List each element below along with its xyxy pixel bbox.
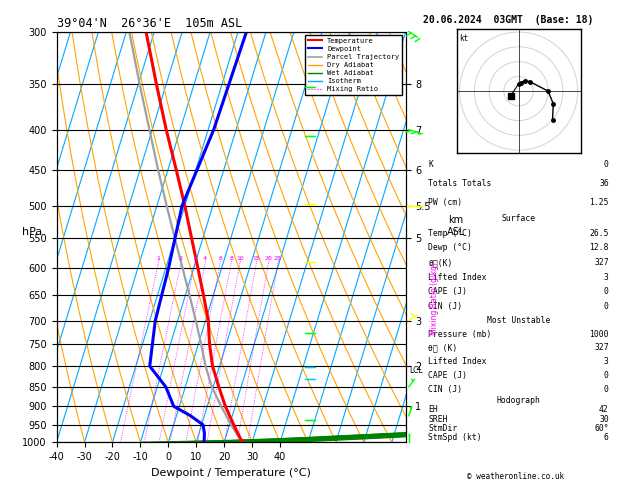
Text: EH: EH [428, 405, 438, 415]
Text: 25: 25 [274, 257, 282, 261]
Text: θᴇ (K): θᴇ (K) [428, 344, 458, 352]
Text: 0: 0 [604, 302, 609, 311]
Text: 15: 15 [252, 257, 260, 261]
Text: 26.5: 26.5 [589, 229, 609, 238]
Text: Lifted Index: Lifted Index [428, 273, 487, 281]
Text: PW (cm): PW (cm) [428, 198, 462, 207]
Text: Mixing Ratio (g/kg): Mixing Ratio (g/kg) [430, 262, 438, 335]
Y-axis label: km
ASL: km ASL [447, 215, 465, 237]
Legend: Temperature, Dewpoint, Parcel Trajectory, Dry Adiabat, Wet Adiabat, Isotherm, Mi: Temperature, Dewpoint, Parcel Trajectory… [305, 35, 402, 95]
Text: StmSpd (kt): StmSpd (kt) [428, 433, 482, 442]
Text: 327: 327 [594, 258, 609, 267]
Text: θᴇ(K): θᴇ(K) [428, 258, 453, 267]
Text: 10: 10 [236, 257, 244, 261]
Y-axis label: hPa: hPa [22, 227, 42, 237]
Text: 2: 2 [179, 257, 183, 261]
Text: StmDir: StmDir [428, 424, 458, 433]
Text: 327: 327 [594, 344, 609, 352]
Text: 12.8: 12.8 [589, 243, 609, 252]
Text: 42: 42 [599, 405, 609, 415]
Text: Most Unstable: Most Unstable [487, 316, 550, 325]
Text: LCL: LCL [409, 366, 423, 375]
Text: 8: 8 [229, 257, 233, 261]
Text: SREH: SREH [428, 415, 448, 424]
Text: 39°04'N  26°36'E  105m ASL: 39°04'N 26°36'E 105m ASL [57, 17, 242, 31]
Text: 4: 4 [203, 257, 207, 261]
Text: 3: 3 [604, 273, 609, 281]
Text: 60°: 60° [594, 424, 609, 433]
Text: 6: 6 [604, 433, 609, 442]
Text: 20: 20 [264, 257, 272, 261]
Text: 1: 1 [156, 257, 160, 261]
Text: 3: 3 [604, 357, 609, 366]
Text: Hodograph: Hodograph [497, 396, 540, 405]
Text: Temp (°C): Temp (°C) [428, 229, 472, 238]
X-axis label: Dewpoint / Temperature (°C): Dewpoint / Temperature (°C) [151, 468, 311, 478]
Text: Lifted Index: Lifted Index [428, 357, 487, 366]
Text: Totals Totals: Totals Totals [428, 179, 492, 188]
Text: Surface: Surface [501, 214, 536, 223]
Text: CAPE (J): CAPE (J) [428, 371, 467, 380]
Text: 0: 0 [604, 371, 609, 380]
Text: Pressure (mb): Pressure (mb) [428, 330, 492, 339]
Text: K: K [428, 160, 433, 169]
Text: 0: 0 [604, 160, 609, 169]
Text: 0: 0 [604, 385, 609, 394]
Text: CAPE (J): CAPE (J) [428, 287, 467, 296]
Text: 0: 0 [604, 287, 609, 296]
Text: 6: 6 [218, 257, 222, 261]
Text: CIN (J): CIN (J) [428, 302, 462, 311]
Text: 1.25: 1.25 [589, 198, 609, 207]
Text: CIN (J): CIN (J) [428, 385, 462, 394]
Text: 30: 30 [599, 415, 609, 424]
Text: Dewp (°C): Dewp (°C) [428, 243, 472, 252]
Text: kt: kt [460, 34, 469, 43]
Text: 3: 3 [193, 257, 197, 261]
Text: 20.06.2024  03GMT  (Base: 18): 20.06.2024 03GMT (Base: 18) [423, 15, 593, 25]
Text: © weatheronline.co.uk: © weatheronline.co.uk [467, 472, 564, 481]
Text: 1000: 1000 [589, 330, 609, 339]
Text: 36: 36 [599, 179, 609, 188]
